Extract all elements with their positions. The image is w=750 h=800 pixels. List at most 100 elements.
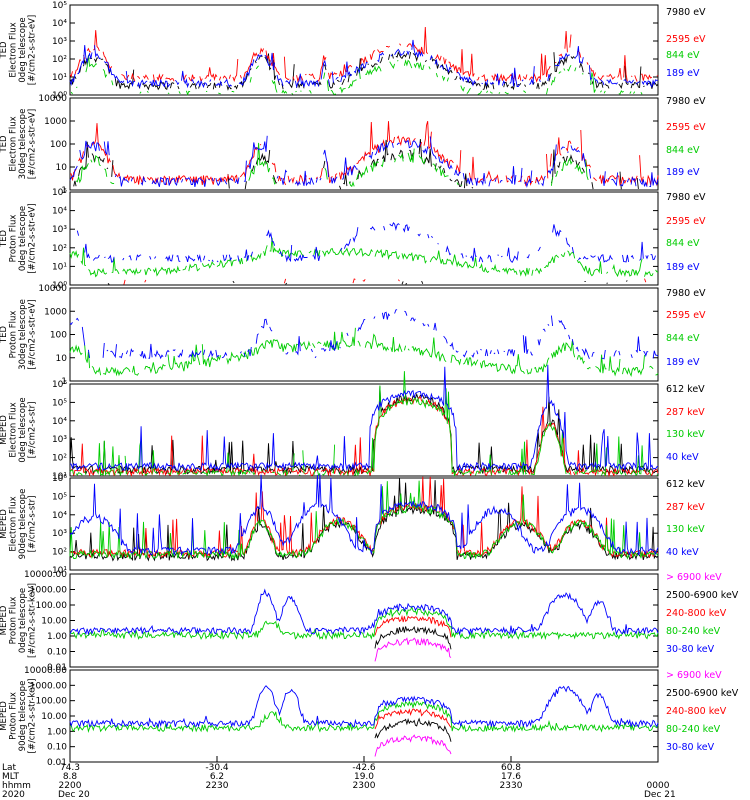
y-tick-label: 100 <box>50 140 67 150</box>
legend-entry: 287 keV <box>666 502 705 513</box>
legend-entry: 80-240 keV <box>666 724 721 735</box>
y-tick-label: 0.10 <box>47 648 67 658</box>
ephemeris-value: 19.0 <box>354 772 374 782</box>
y-tick-label: 10⁵ <box>52 398 67 408</box>
legend-entry: 189 eV <box>666 262 700 273</box>
y-tick-label: 1.00 <box>47 632 67 642</box>
legend-entry: 844 eV <box>666 50 700 61</box>
legend-entry: 189 eV <box>666 68 700 79</box>
y-tick-label: 0.01 <box>47 663 67 673</box>
panel-frame <box>69 191 659 286</box>
y-tick-label: 10⁵ <box>52 492 67 502</box>
panel-meped-e-0: 10¹ 10² 10³ 10⁴ 10⁵ 10⁶ MEPEDElectron Flux0deg… <box>0 364 705 482</box>
y-tick-label: 10² <box>52 55 67 65</box>
time-axis: Lat 74.3 -30.4 -42.6 60.8 MLT 8.8 6.2 19.0 17.6 hh… <box>2 756 676 800</box>
y-tick-label: 0.10 <box>47 743 67 753</box>
legend-entry: 80-240 keV <box>666 626 721 637</box>
series-line-189-ev <box>69 309 659 360</box>
panel-meped-p-90: 0.01 0.10 1.00 10.00 100.00 1000.00 10000.00 ME… <box>0 666 739 768</box>
y-axis-label: TEDElectron Flux30deg telescope[#/cm2-s-… <box>0 109 37 180</box>
y-axis-label: MEPEDElectron Flux90deg telescope[#/cm2-… <box>0 489 37 560</box>
legend-entry: 189 eV <box>666 357 700 368</box>
ephemeris-row-label: hhmm <box>2 781 31 791</box>
legend-entry: 844 eV <box>666 333 700 344</box>
ephemeris-value: 74.3 <box>60 763 80 773</box>
ephemeris-row-label: MLT <box>2 772 20 782</box>
legend-entry: 2500-6900 keV <box>666 590 739 601</box>
series-line-189-ev <box>69 135 659 188</box>
panel-ted-e-0: 10⁰ 10¹ 10² 10³ 10⁴ 10⁵ TEDElectron Flux0deg t… <box>0 1 706 101</box>
y-tick-label: 10.00 <box>41 617 67 627</box>
y-axis-label: MEPEDProton Flux90deg telescope[#/cm2-s-… <box>0 679 37 754</box>
y-tick-label: 10⁰ <box>52 281 67 291</box>
legend-entry: > 6900 keV <box>666 670 722 681</box>
series-line-612-kev <box>69 386 659 476</box>
y-tick-label: 10⁰ <box>52 91 67 101</box>
series-line-189-ev <box>77 223 658 262</box>
legend-entry: 30-80 keV <box>666 644 715 655</box>
date-end-label: Dec 21 <box>644 790 676 800</box>
series-line-240-800-kev <box>374 708 452 730</box>
ephemeris-row-label: Lat <box>2 763 17 773</box>
panel-frame <box>69 383 659 477</box>
legend-entry: 612 keV <box>666 479 705 490</box>
y-tick-label: 1000 <box>44 117 67 127</box>
series-line-130-kev <box>69 371 659 478</box>
ephemeris-value: 2300 <box>353 781 376 791</box>
legend-entry: 2595 eV <box>666 216 706 227</box>
panel-frame <box>69 97 659 191</box>
y-tick-label: 10¹ <box>52 73 67 83</box>
series-line-7980-ev <box>108 281 652 285</box>
y-tick-label: 10⁵ <box>52 1 67 11</box>
y-tick-label: 1 <box>61 186 67 196</box>
date-start-label: Dec 20 <box>58 790 90 800</box>
series-line-844-ev <box>69 327 659 378</box>
ephemeris-value: 2330 <box>500 781 523 791</box>
series-line-2595-ev <box>69 120 659 187</box>
legend-entry: 2595 eV <box>666 310 706 321</box>
panel-ted-p-0: 10⁰ 10¹ 10² 10³ 10⁴ 10⁵ TEDProton Flux0deg tel… <box>0 188 706 291</box>
y-tick-label: 10² <box>52 454 67 464</box>
y-tick-label: 1000 <box>44 307 67 317</box>
series-line-30-80-kev <box>69 588 659 636</box>
y-tick-label: 10² <box>52 548 67 558</box>
year-label: 2020 <box>2 790 25 800</box>
series-line-130-kev <box>69 480 659 560</box>
series-line-2500-6900-kev <box>374 625 452 650</box>
y-tick-label: 10⁵ <box>52 188 67 198</box>
y-tick-label: 1000.00 <box>30 586 67 596</box>
panel-frame <box>69 287 659 382</box>
series-line-844-ev <box>69 237 659 278</box>
legend-entry: 7980 eV <box>666 96 706 107</box>
y-tick-label: 10 <box>56 354 68 364</box>
series-line-40-kev <box>69 364 659 472</box>
y-tick-label: 10⁴ <box>52 417 67 427</box>
y-tick-label: 10⁴ <box>52 19 67 29</box>
legend-entry: 130 keV <box>666 429 705 440</box>
panel-meped-e-90: 10¹ 10² 10³ 10⁴ 10⁵ 10⁶ MEPEDElectron Flux90de… <box>0 474 705 576</box>
ephemeris-value: 8.8 <box>63 772 78 782</box>
y-axis-label: TEDProton Flux30deg telescope[#/cm2-s-st… <box>0 299 37 370</box>
legend-entry: 240-800 keV <box>666 608 727 619</box>
y-axis-label: TEDElectron Flux0deg telescope[#/cm2-s-s… <box>0 15 37 85</box>
y-tick-label: 10000.00 <box>24 570 67 580</box>
y-tick-label: 1.00 <box>47 727 67 737</box>
y-tick-label: 10¹ <box>52 566 67 576</box>
legend-entry: 2500-6900 keV <box>666 688 739 699</box>
legend-entry: 189 eV <box>666 167 700 178</box>
y-tick-label: 10³ <box>52 435 67 445</box>
legend-entry: 7980 eV <box>666 288 706 299</box>
y-tick-label: 10000.00 <box>24 666 67 676</box>
y-tick-label: 10³ <box>52 225 67 235</box>
y-axis-label: MEPEDElectron Flux0deg telescope[#/cm2-s… <box>0 397 37 462</box>
ephemeris-value: -30.4 <box>205 763 229 773</box>
panel-frame <box>69 573 659 668</box>
y-tick-label: 100 <box>50 331 67 341</box>
y-tick-label: 10000 <box>38 284 67 294</box>
legend-entry: 844 eV <box>666 145 700 156</box>
ephemeris-value: 0000 <box>647 781 670 791</box>
panel-frame <box>69 4 659 96</box>
y-tick-label: 10¹ <box>52 262 67 272</box>
